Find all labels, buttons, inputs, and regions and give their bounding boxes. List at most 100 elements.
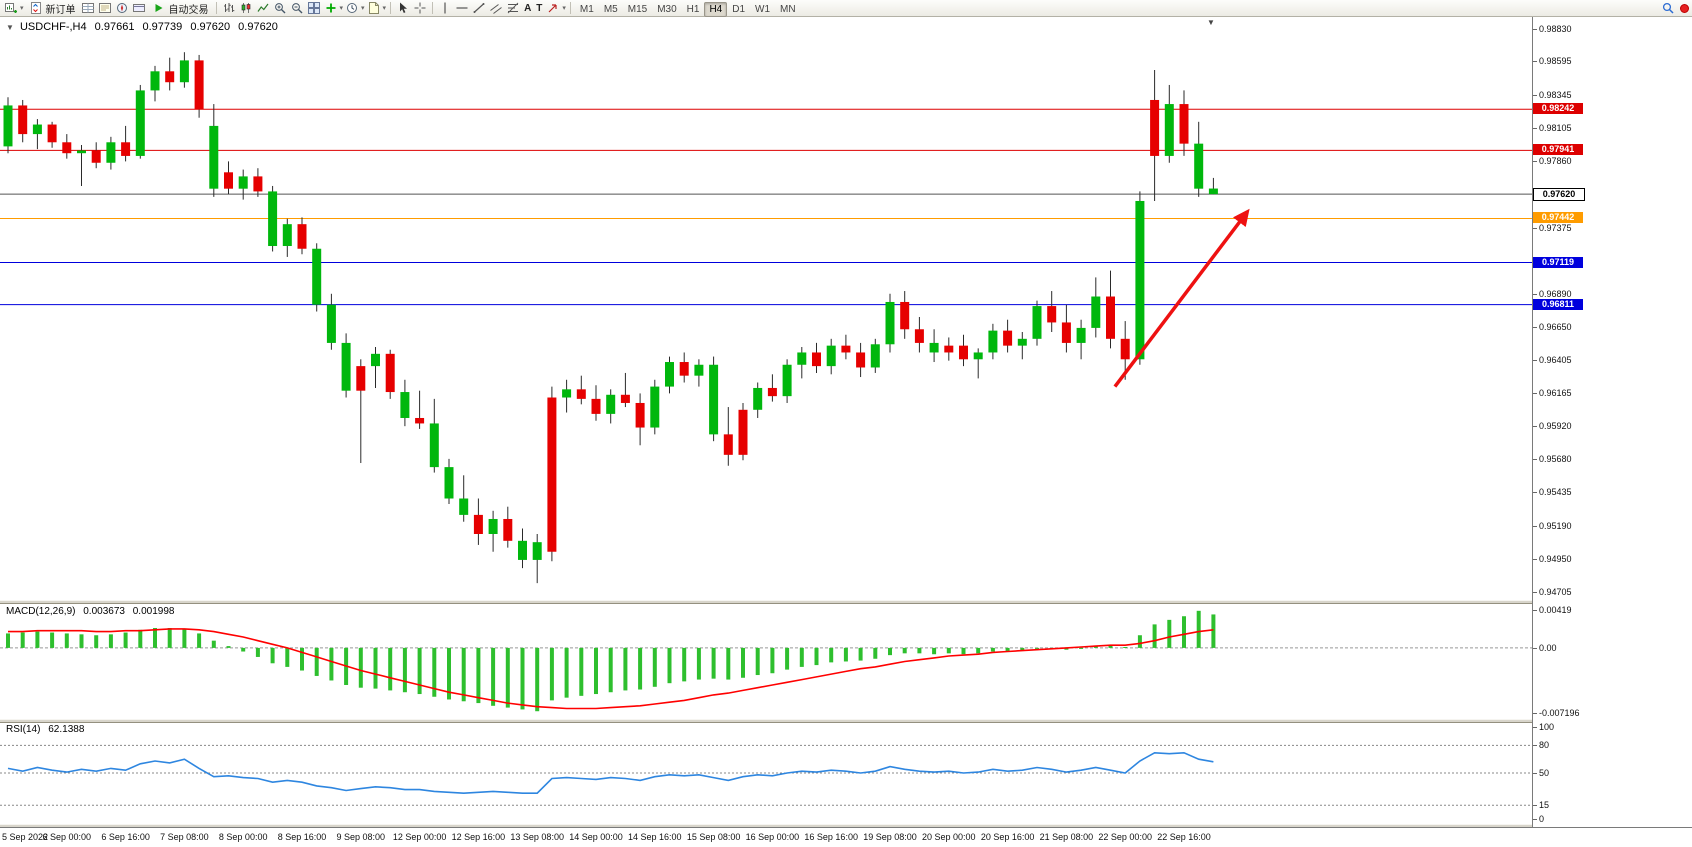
price-badge-0.97620[interactable]: 0.97620 — [1533, 188, 1585, 202]
indicators-icon[interactable] — [323, 1, 339, 16]
indicators-caret-icon[interactable]: ▾ — [339, 4, 344, 12]
candle — [1106, 270, 1115, 349]
navigator-icon[interactable] — [114, 1, 130, 16]
rsi-line — [7, 751, 1214, 795]
rsi-panel-canvas[interactable] — [0, 723, 1532, 824]
candle — [635, 393, 645, 446]
templates-caret-icon[interactable]: ▾ — [382, 4, 387, 12]
price-chart-canvas[interactable] — [0, 17, 1532, 600]
arrow-tool-caret-icon[interactable]: ▾ — [562, 4, 566, 12]
market-watch-icon[interactable] — [80, 1, 96, 16]
line-chart-icon[interactable] — [255, 1, 271, 16]
time-label: 5 Sep 2022 — [2, 832, 49, 842]
candle — [1003, 319, 1013, 353]
candle — [885, 293, 895, 353]
macd-panel-canvas[interactable] — [0, 604, 1532, 719]
timeframe-button-m30[interactable]: M30 — [657, 4, 677, 15]
bar-chart-icon[interactable] — [221, 1, 237, 16]
macd-signal-value: 0.001998 — [132, 606, 175, 617]
candle — [32, 119, 42, 150]
search-icon[interactable] — [1660, 1, 1676, 16]
price-axis[interactable]: 0.98830 0.98595 0.98345 0.98105 0.97860 0.973… — [1532, 17, 1692, 827]
templates-icon[interactable] — [366, 1, 382, 16]
rsi-value: 62.1388 — [48, 724, 85, 735]
candle — [709, 356, 719, 442]
horizontal-line-tool-icon[interactable] — [454, 1, 470, 16]
price-badge-0.97119[interactable]: 0.97119 — [1533, 256, 1583, 268]
notification-icon[interactable] — [1680, 3, 1689, 13]
new-order-button[interactable]: 新订单 — [25, 1, 79, 16]
timeframe-button-d1[interactable]: D1 — [732, 4, 746, 15]
candle — [973, 348, 983, 379]
periods-caret-icon[interactable]: ▾ — [361, 4, 365, 12]
new-order-label: 新订单 — [45, 4, 76, 16]
new-chart-icon[interactable] — [3, 1, 19, 16]
macd-histogram-bar — [961, 647, 966, 655]
time-label: 16 Sep 16:00 — [804, 832, 858, 842]
channel-tool-icon[interactable] — [488, 1, 504, 16]
text-tool-button[interactable]: A — [522, 1, 533, 16]
macd-scale-label: 0.00 — [1539, 642, 1557, 653]
time-label: 7 Sep 08:00 — [160, 832, 209, 842]
candle — [62, 134, 72, 159]
panel-separator[interactable] — [0, 600, 1692, 604]
timeframe-button-h1[interactable]: H1 — [686, 4, 700, 15]
time-label: 14 Sep 16:00 — [628, 832, 682, 842]
time-label: 16 Sep 00:00 — [745, 832, 800, 842]
periods-icon[interactable] — [344, 1, 360, 16]
timeframe-button-h4[interactable]: H4 — [704, 2, 728, 17]
vertical-line-tool-icon[interactable] — [437, 1, 453, 16]
price-tick — [1533, 29, 1537, 30]
price-scale-label: 0.98105 — [1539, 122, 1572, 133]
candlestick-chart-icon[interactable] — [238, 1, 254, 16]
timeframe-button-m15[interactable]: M15 — [627, 4, 648, 15]
candle — [326, 293, 336, 350]
candle — [591, 385, 601, 421]
rsi-tick — [1533, 805, 1537, 807]
chart-menu-triangle-icon[interactable]: ▼ — [6, 23, 14, 32]
candle — [620, 372, 630, 408]
candle — [988, 323, 998, 360]
candle — [767, 374, 777, 402]
price-badge-0.96811[interactable]: 0.96811 — [1533, 298, 1583, 310]
macd-histogram-bar — [64, 633, 69, 648]
data-window-icon[interactable] — [97, 1, 113, 16]
fibonacci-tool-icon[interactable] — [505, 1, 521, 16]
macd-histogram-bar — [1167, 619, 1172, 648]
macd-histogram-bar — [461, 647, 466, 702]
zoom-in-icon[interactable] — [272, 1, 288, 16]
time-label: 6 Sep 16:00 — [101, 832, 150, 842]
time-axis[interactable]: 5 Sep 2022 6 Sep 00:00 6 Sep 16:00 7 Sep 08… — [0, 827, 1692, 847]
macd-histogram-bar — [917, 647, 922, 654]
candle — [1164, 84, 1174, 163]
label-tool-button[interactable]: T — [534, 1, 544, 16]
price-scale-label: 0.95190 — [1539, 520, 1572, 531]
tile-windows-icon[interactable] — [306, 1, 322, 16]
candle — [606, 389, 616, 424]
trendline-tool-icon[interactable] — [471, 1, 487, 16]
timeframe-button-m5[interactable]: M5 — [603, 4, 618, 15]
autotrading-button[interactable]: 自动交易 — [148, 1, 212, 16]
candle — [179, 52, 189, 88]
arrow-tool-icon[interactable] — [545, 1, 561, 16]
cursor-icon[interactable] — [395, 1, 411, 16]
candle — [77, 145, 86, 186]
zoom-out-icon[interactable] — [289, 1, 305, 16]
candle — [356, 359, 366, 464]
macd-histogram-bar — [932, 647, 937, 655]
macd-histogram-bar — [564, 647, 569, 698]
timeframe-button-w1[interactable]: W1 — [755, 4, 771, 15]
macd-histogram-bar — [182, 628, 187, 648]
macd-histogram-bar — [153, 628, 157, 648]
timeframe-button-mn[interactable]: MN — [780, 4, 796, 15]
chart-shift-marker[interactable]: ▼ — [1207, 18, 1215, 27]
price-badge-0.97442[interactable]: 0.97442 — [1533, 212, 1583, 224]
trend-arrow-annotation[interactable] — [1113, 208, 1250, 388]
price-badge-0.97941[interactable]: 0.97941 — [1533, 144, 1583, 156]
terminal-icon[interactable] — [131, 1, 147, 16]
timeframe-button-m1[interactable]: M1 — [579, 4, 594, 15]
new-chart-caret-icon[interactable]: ▾ — [20, 4, 24, 12]
crosshair-icon[interactable] — [412, 1, 428, 16]
panel-separator[interactable] — [0, 719, 1692, 723]
price-badge-0.98242[interactable]: 0.98242 — [1533, 103, 1583, 115]
